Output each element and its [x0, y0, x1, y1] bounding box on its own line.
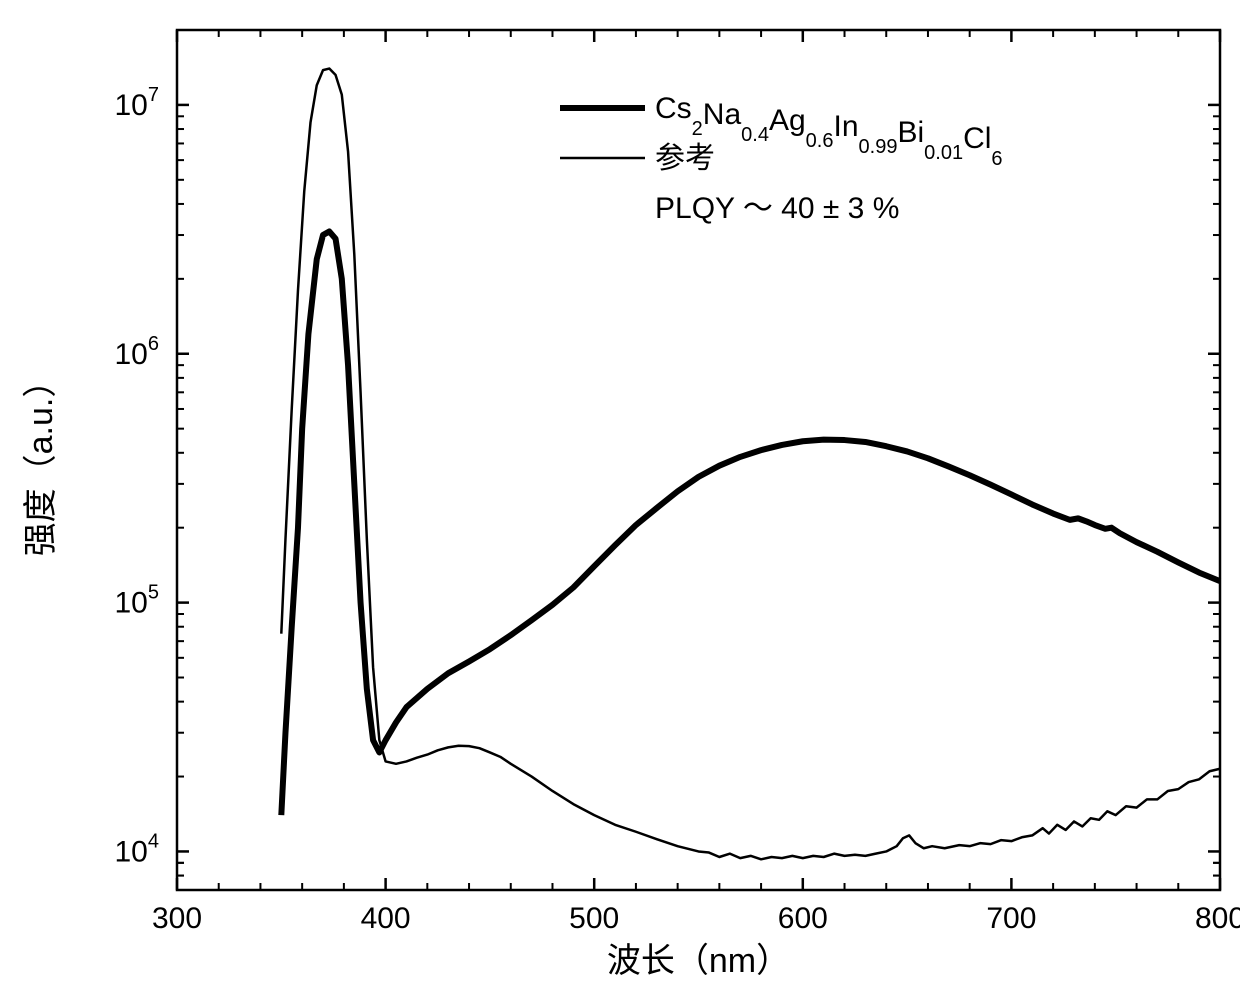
- pl-spectrum-chart: 300 400 500 600 700 800 104 105 106 107 波长（nm） 强度（a…: [0, 0, 1240, 998]
- y-tick-label: 106: [115, 333, 160, 371]
- y-tick-label: 104: [115, 830, 160, 868]
- y-tick-label: 105: [115, 582, 160, 620]
- legend-plqy: PLQY ～ 40 ± 3 %: [655, 192, 899, 225]
- series-sample: [281, 231, 1220, 815]
- y-axis-title: 强度（a.u.）: [22, 364, 60, 557]
- x-tick-label: 400: [361, 902, 411, 935]
- series-reference: [281, 69, 1220, 860]
- x-tick-label: 600: [778, 902, 828, 935]
- x-tick-label: 800: [1195, 902, 1240, 935]
- x-tick-label: 700: [986, 902, 1036, 935]
- x-axis-title: 波长（nm）: [607, 942, 790, 980]
- y-tick-label: 107: [115, 84, 160, 122]
- chart-svg: 300 400 500 600 700 800 104 105 106 107 波长（nm） 强度（a…: [0, 0, 1240, 998]
- legend-label-reference: 参考: [655, 142, 715, 175]
- x-tick-label: 300: [152, 902, 202, 935]
- x-tick-label: 500: [569, 902, 619, 935]
